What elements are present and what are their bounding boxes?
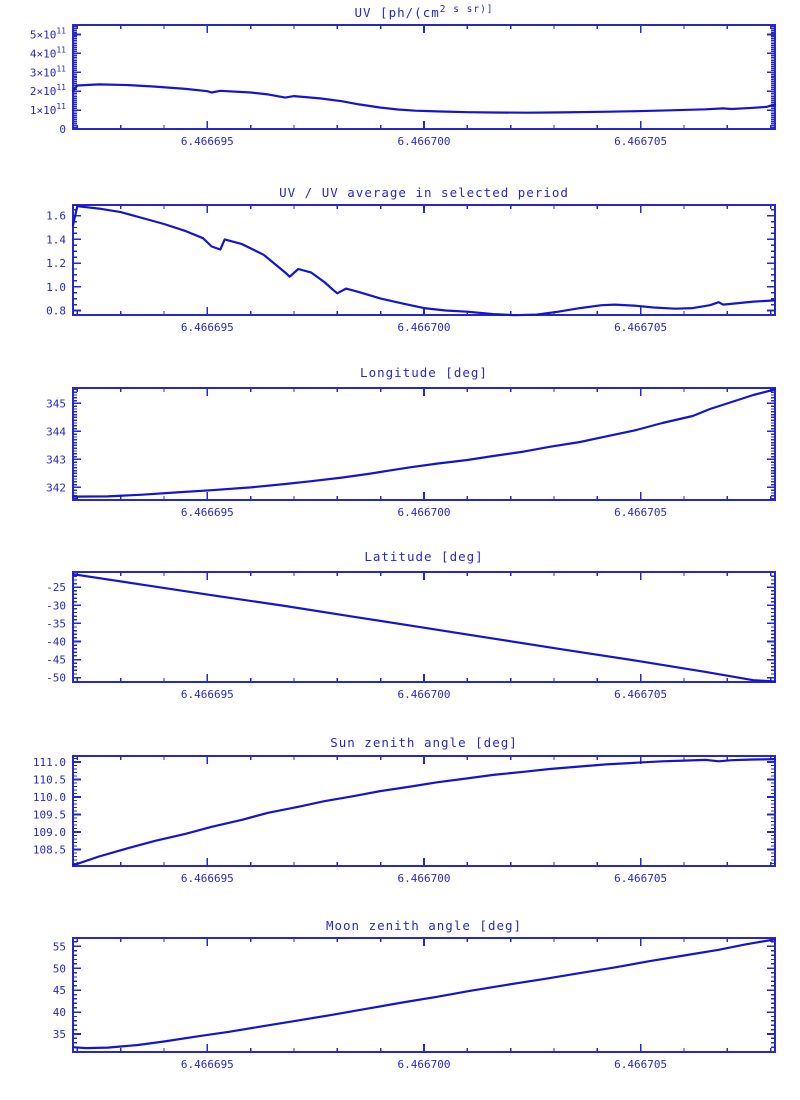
x-tick-label: 6.466695 [181, 688, 234, 701]
y-tick-label: 108.5 [33, 844, 66, 857]
y-tick-label: -50 [46, 672, 66, 685]
panel-title: Longitude [deg] [360, 365, 488, 380]
axes [73, 205, 775, 315]
x-tick-label: 6.466695 [181, 321, 234, 334]
y-tick-label: 40 [53, 1006, 66, 1019]
x-tick-label: 6.466705 [614, 688, 667, 701]
y-tick-label: 0.8 [46, 304, 66, 317]
y-tick-label: 109.5 [33, 809, 66, 822]
latitude-plot: 6.466695 6.466700 6.466705 -50 -45 -40 -35 -30 -… [46, 549, 777, 701]
y-tick-label: 1×1011 [30, 102, 66, 117]
y-tick-label: 109.0 [33, 826, 66, 839]
uv-ratio-plot: 6.466695 6.466700 6.466705 0.8 1.0 1.2 1.4 1.6 U… [46, 185, 777, 334]
axes [73, 756, 775, 866]
plot-frame [72, 24, 776, 130]
uv-series-line [71, 83, 777, 114]
moon-zenith-plot: 6.466695 6.466700 6.466705 35 40 45 50 55 Moon z… [53, 918, 777, 1071]
axes [73, 388, 775, 500]
uv-plot: 6.466695 6.466700 6.466705 0 1×1011 2×1011 3×1… [30, 4, 777, 148]
y-tick-label: -45 [46, 654, 66, 667]
y-tick-label: -25 [46, 581, 66, 594]
longitude-series-line [71, 388, 777, 498]
panel-title: UV [ph/(cm2 s sr)] [354, 4, 493, 20]
y-tick-label: 1.2 [46, 257, 66, 270]
x-tick-label: 6.466705 [614, 135, 667, 148]
y-tick-label: 1.0 [46, 281, 66, 294]
x-tick-label: 6.466705 [614, 321, 667, 334]
latitude-series-line [71, 573, 777, 683]
y-tick-label: 3×1011 [30, 64, 66, 79]
y-tick-label: 45 [53, 984, 66, 997]
plot-frame [72, 387, 776, 501]
x-tick-label: 6.466695 [181, 506, 234, 519]
y-tick-label: 342 [46, 481, 66, 494]
axes [73, 938, 775, 1052]
y-tick-label: 5×1011 [30, 26, 66, 41]
y-tick-label: 4×1011 [30, 45, 66, 60]
y-tick-label: 343 [46, 453, 66, 466]
y-tick-label: -35 [46, 617, 66, 630]
x-tick-label: 6.466700 [398, 135, 451, 148]
longitude-plot: 6.466695 6.466700 6.466705 342 343 344 345 Long… [46, 365, 777, 519]
x-tick-label: 6.466700 [398, 321, 451, 334]
x-tick-label: 6.466695 [181, 872, 234, 885]
y-tick-label: 110.0 [33, 791, 66, 804]
plot-frame [72, 204, 776, 316]
x-tick-label: 6.466700 [398, 1058, 451, 1071]
panel-title: Sun zenith angle [deg] [330, 735, 518, 750]
x-tick-label: 6.466700 [398, 506, 451, 519]
y-tick-label: 0 [59, 123, 66, 136]
y-tick-label: 35 [53, 1028, 66, 1041]
x-tick-label: 6.466695 [181, 1058, 234, 1071]
y-tick-label: 1.4 [46, 233, 66, 246]
plot-frame [72, 755, 776, 867]
x-tick-label: 6.466695 [181, 135, 234, 148]
x-tick-label: 6.466705 [614, 506, 667, 519]
y-tick-label: 345 [46, 397, 66, 410]
y-tick-label: 1.6 [46, 210, 66, 223]
y-tick-label: 111.0 [33, 756, 66, 769]
y-tick-label: 50 [53, 962, 66, 975]
sun-zenith-plot: 6.466695 6.466700 6.466705 108.5 109.0 109.5 1… [33, 735, 777, 885]
x-tick-label: 6.466705 [614, 1058, 667, 1071]
y-tick-label: 55 [53, 940, 66, 953]
x-tick-label: 6.466700 [398, 872, 451, 885]
panel-title: Latitude [deg] [364, 549, 483, 564]
moon-zenith-series-line [71, 938, 777, 1050]
uv-ratio-series-line [71, 205, 777, 317]
axes [73, 25, 775, 130]
y-tick-label: 110.5 [33, 773, 66, 786]
y-tick-label: -30 [46, 599, 66, 612]
plot-frame [72, 937, 776, 1053]
y-tick-label: 344 [46, 425, 66, 438]
plot-frame [72, 571, 776, 683]
panel-title: Moon zenith angle [deg] [326, 918, 522, 933]
x-tick-label: 6.466705 [614, 872, 667, 885]
y-tick-label: -40 [46, 635, 66, 648]
y-tick-label: 2×1011 [30, 83, 66, 98]
x-tick-label: 6.466700 [398, 688, 451, 701]
panel-title: UV / UV average in selected period [279, 185, 569, 200]
sun-zenith-series-line [71, 758, 777, 867]
